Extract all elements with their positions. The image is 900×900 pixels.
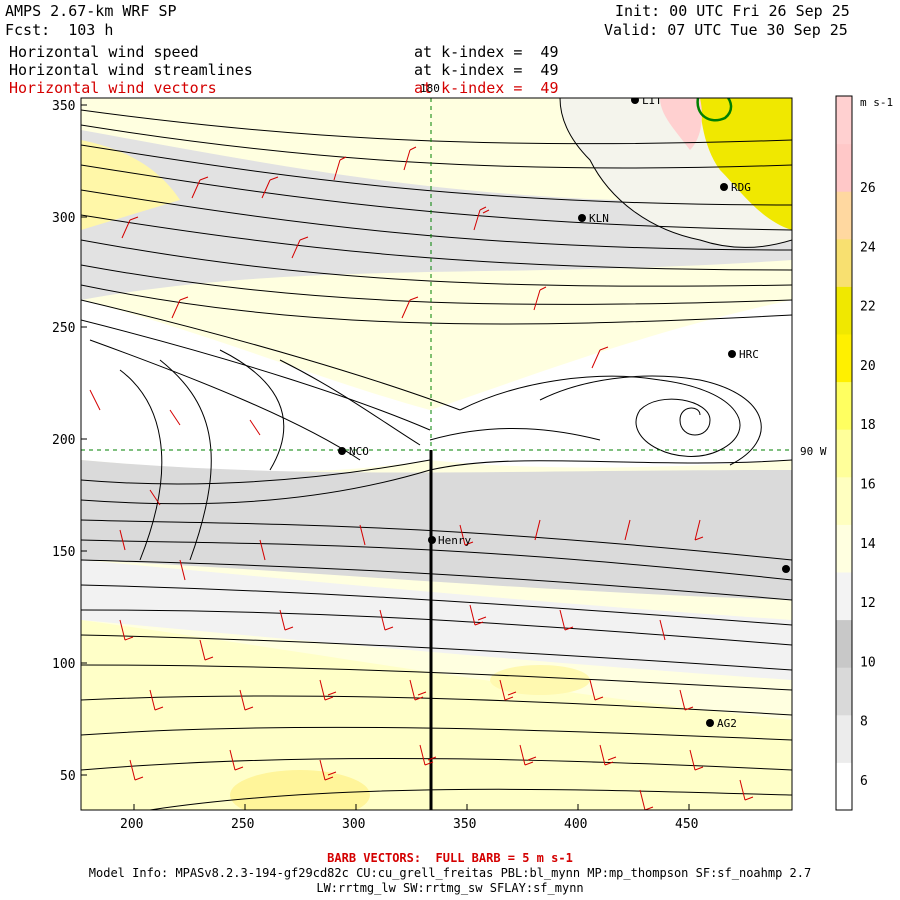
x-tick-350: 350: [453, 817, 476, 832]
y-tick-150: 150: [52, 545, 75, 560]
station-dot-nco: [338, 447, 346, 455]
colorbar-label: 14: [860, 537, 876, 552]
speed-band-calm: [81, 300, 792, 472]
colorbar-label: 16: [860, 478, 876, 493]
station-label-rdg: RDG: [731, 181, 751, 194]
colorbar-segment: [836, 429, 852, 478]
field-speed-level: at k-index = 49: [414, 43, 559, 61]
colorbar-label: 6: [860, 774, 868, 789]
colorbar-segment: [836, 667, 852, 716]
station-dot-hrc: [728, 350, 736, 358]
station-label-nco: NCO: [349, 445, 369, 458]
y-tick-300: 300: [52, 211, 75, 226]
plot-area: LIT RDG KLN HRC NCO Henry AG2: [81, 94, 792, 810]
colorbar-label: 10: [860, 655, 876, 670]
colorbar: [836, 96, 852, 811]
station-label-lit: LIT: [642, 94, 662, 107]
station-label-hrc: HRC: [739, 348, 759, 361]
meridian-label-top: 180: [420, 82, 440, 95]
x-tick-400: 400: [564, 817, 587, 832]
colorbar-label: 12: [860, 596, 876, 611]
colorbar-segment: [836, 238, 852, 287]
colorbar-segment: [836, 524, 852, 573]
colorbar-label: 22: [860, 300, 876, 315]
model-title: AMPS 2.67-km WRF SP: [5, 2, 177, 20]
colorbar-segment: [836, 143, 852, 192]
station-dot-edge: [782, 565, 790, 573]
y-tick-250: 250: [52, 321, 75, 336]
colorbar-segment: [836, 286, 852, 335]
x-tick-250: 250: [231, 817, 254, 832]
speed-max-northeast: [700, 98, 792, 230]
station-dot-lit: [631, 98, 639, 104]
y-tick-350: 350: [52, 99, 75, 114]
model-info-line2: LW:rrtmg_lw SW:rrtmg_sw SFLAY:sf_mynn: [316, 881, 584, 895]
model-info-line1: Model Info: MPASv8.2.3-194-gf29cd82c CU:…: [88, 866, 812, 880]
colorbar-segment: [836, 96, 852, 145]
y-tick-50: 50: [60, 769, 76, 784]
colorbar-unit: m s-1: [860, 96, 893, 109]
colorbar-label: 8: [860, 715, 868, 730]
barb-note: BARB VECTORS: FULL BARB = 5 m s-1: [327, 851, 573, 865]
meridian-label-right: 90 W: [800, 445, 827, 458]
colorbar-segment: [836, 476, 852, 525]
valid-time: Valid: 07 UTC Tue 30 Sep 25: [604, 21, 848, 39]
speed-max-peak: [660, 98, 702, 150]
colorbar-label: 20: [860, 359, 876, 374]
stations: [338, 98, 790, 727]
colorbar-segment: [836, 334, 852, 383]
x-tick-450: 450: [675, 817, 698, 832]
forecast-hour: Fcst: 103 h: [5, 21, 114, 39]
init-time: Init: 00 UTC Fri 26 Sep 25: [615, 2, 850, 20]
field-streamlines-level: at k-index = 49: [414, 61, 559, 79]
station-dot-henry: [428, 536, 436, 544]
field-speed-name: Horizontal wind speed: [9, 43, 199, 61]
colorbar-segment: [836, 619, 852, 668]
streamlines: [81, 109, 792, 810]
x-tick-300: 300: [342, 817, 365, 832]
colorbar-frame: [835, 95, 853, 811]
speed-max-west: [81, 140, 180, 230]
station-label-kln: KLN: [589, 212, 609, 225]
speed-band-grey-mid: [81, 460, 792, 600]
colorbar-label: 18: [860, 418, 876, 433]
plot-frame: [80, 97, 793, 811]
colorbar-segment: [836, 381, 852, 430]
x-tick-200: 200: [120, 817, 143, 832]
station-dot-kln: [578, 214, 586, 222]
speed-max-east: [490, 665, 590, 695]
axis-ticks: [81, 104, 690, 810]
station-label-henry: Henry: [438, 534, 471, 547]
colorbar-segment: [836, 714, 852, 763]
y-tick-200: 200: [52, 433, 75, 448]
colorbar-segment: [836, 191, 852, 240]
wind-barbs: [89, 146, 754, 810]
colorbar-label: 26: [860, 181, 876, 196]
colorbar-label: 24: [860, 240, 876, 255]
terrain-contour: [696, 98, 733, 122]
field-vectors-level: at k-index = 49: [414, 79, 559, 97]
speed-max-south: [230, 770, 370, 810]
station-dot-ag2: [706, 719, 714, 727]
y-tick-100: 100: [52, 657, 75, 672]
field-streamlines-name: Horizontal wind streamlines: [9, 61, 253, 79]
speed-band-grey: [81, 130, 792, 300]
field-vectors-name: Horizontal wind vectors: [9, 79, 217, 97]
colorbar-segment: [836, 572, 852, 621]
station-dot-rdg: [720, 183, 728, 191]
colorbar-segment: [836, 762, 852, 811]
station-label-ag2: AG2: [717, 717, 737, 730]
